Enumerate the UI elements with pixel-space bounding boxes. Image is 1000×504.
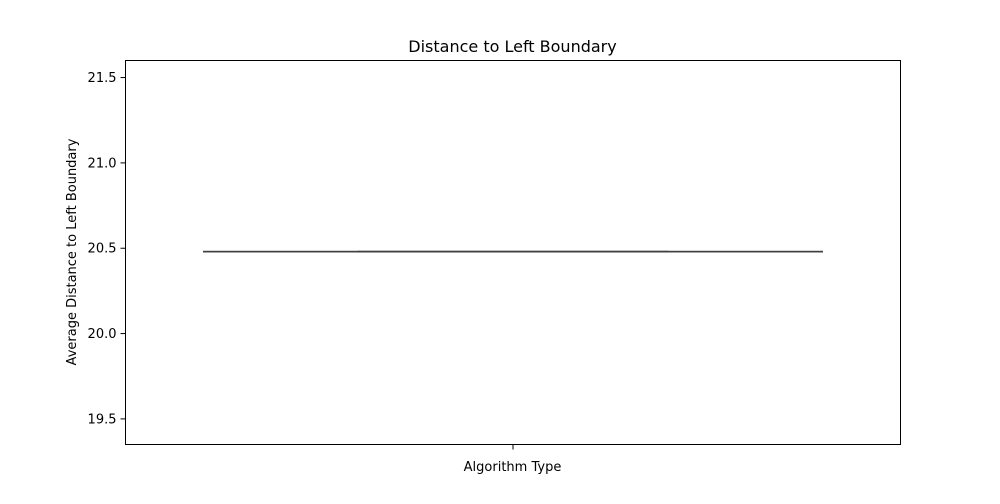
y-tick-label: 19.5 bbox=[88, 412, 117, 427]
x-axis-label: Algorithm Type bbox=[464, 460, 562, 475]
y-axis: 19.5 20.0 20.5 21.0 21.5 bbox=[88, 71, 126, 427]
plot-area-frame bbox=[126, 61, 901, 445]
chart-title: Distance to Left Boundary bbox=[408, 37, 616, 56]
y-tick-label: 20.0 bbox=[88, 327, 117, 342]
y-tick-label: 21.5 bbox=[88, 71, 117, 86]
y-axis-label: Average Distance to Left Boundary bbox=[65, 138, 80, 365]
y-tick-label: 21.0 bbox=[88, 156, 117, 171]
y-tick-label: 20.5 bbox=[88, 242, 117, 257]
